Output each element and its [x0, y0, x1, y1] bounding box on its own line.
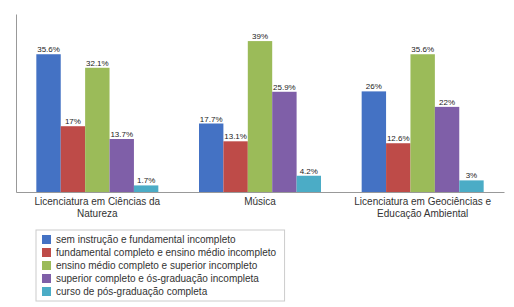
legend-label: superior completo e ós-graduação incompl… [56, 273, 259, 284]
x-axis-line [17, 192, 505, 193]
data-label: 32.1% [86, 59, 109, 68]
series [61, 126, 411, 192]
data-label: 13.7% [110, 130, 133, 139]
tick-label: Licenciatura em Geociências eEducação Am… [354, 196, 491, 219]
series [36, 54, 386, 192]
tick: Licenciatura em Ciências daNatureza [35, 196, 161, 219]
bar [85, 68, 109, 192]
legend-item: fundamental completo e ensino médio inco… [42, 247, 277, 258]
bar [435, 107, 459, 192]
y-axis-line [16, 15, 17, 193]
series [134, 176, 484, 192]
bar [61, 126, 85, 192]
data-label: 25.9% [273, 83, 296, 92]
data-labels: 35.6% 17.7% 26% 17% 13.1% 12.6% 32.1% 39% 35.6% 1… [37, 32, 477, 185]
bar [223, 141, 247, 192]
legend-swatch [42, 235, 51, 244]
bar [36, 54, 60, 192]
bar [386, 143, 410, 192]
legend: sem instrução e fundamental incompleto fu… [36, 230, 285, 301]
tick-label: Música [244, 196, 276, 207]
legend-frame [36, 230, 285, 301]
bars [36, 41, 483, 192]
chart: 35.6% 17.7% 26% 17% 13.1% 12.6% 32.1% 39% 35.6% 1… [0, 0, 514, 307]
bar [134, 185, 158, 192]
data-label: 39% [252, 32, 268, 41]
bar [199, 124, 223, 192]
legend-item: superior completo e ós-graduação incompl… [42, 273, 259, 284]
bar [410, 54, 434, 192]
bar [362, 91, 386, 192]
legend-label: fundamental completo e ensino médio inco… [56, 247, 277, 258]
tick-label-line: Educação Ambiental [377, 208, 468, 219]
data-label: 4.2% [300, 167, 318, 176]
tick: Música [244, 196, 276, 207]
legend-label: curso de pós-graduação completa [56, 286, 208, 297]
data-label: 17% [65, 117, 81, 126]
x-axis: Licenciatura em Ciências daNatureza Músic… [17, 193, 505, 219]
data-label: 1.7% [137, 176, 155, 185]
series [85, 41, 435, 192]
bar [297, 176, 321, 192]
tick-label-line: Licenciatura em Ciências da [35, 196, 161, 207]
data-label: 22% [439, 98, 455, 107]
data-label: 26% [366, 82, 382, 91]
data-label: 13.1% [224, 132, 247, 141]
legend-swatch [42, 261, 51, 270]
data-label: 12.6% [387, 134, 410, 143]
bar [272, 92, 296, 192]
tick: Licenciatura em Geociências eEducação Am… [354, 196, 491, 219]
bar [110, 139, 134, 192]
tick-label-line: Licenciatura em Geociências e [354, 196, 491, 207]
data-label: 35.6% [37, 45, 60, 54]
data-label: 3% [466, 171, 478, 180]
legend-swatch [42, 274, 51, 283]
legend-item: ensino médio completo e superior incompl… [42, 260, 258, 271]
legend-swatch [42, 248, 51, 257]
series [110, 92, 460, 192]
bar [459, 180, 483, 192]
legend-item: sem instrução e fundamental incompleto [42, 234, 236, 245]
data-label: 17.7% [200, 115, 223, 124]
y-axis [16, 15, 17, 193]
legend-label: sem instrução e fundamental incompleto [56, 234, 236, 245]
legend-item: curso de pós-graduação completa [42, 286, 208, 297]
data-label: 35.6% [411, 45, 434, 54]
tick-label-line: Natureza [77, 208, 118, 219]
tick-label: Licenciatura em Ciências daNatureza [35, 196, 161, 219]
legend-swatch [42, 287, 51, 296]
bar [248, 41, 272, 192]
legend-label: ensino médio completo e superior incompl… [56, 260, 258, 271]
tick-label-line: Música [244, 196, 276, 207]
